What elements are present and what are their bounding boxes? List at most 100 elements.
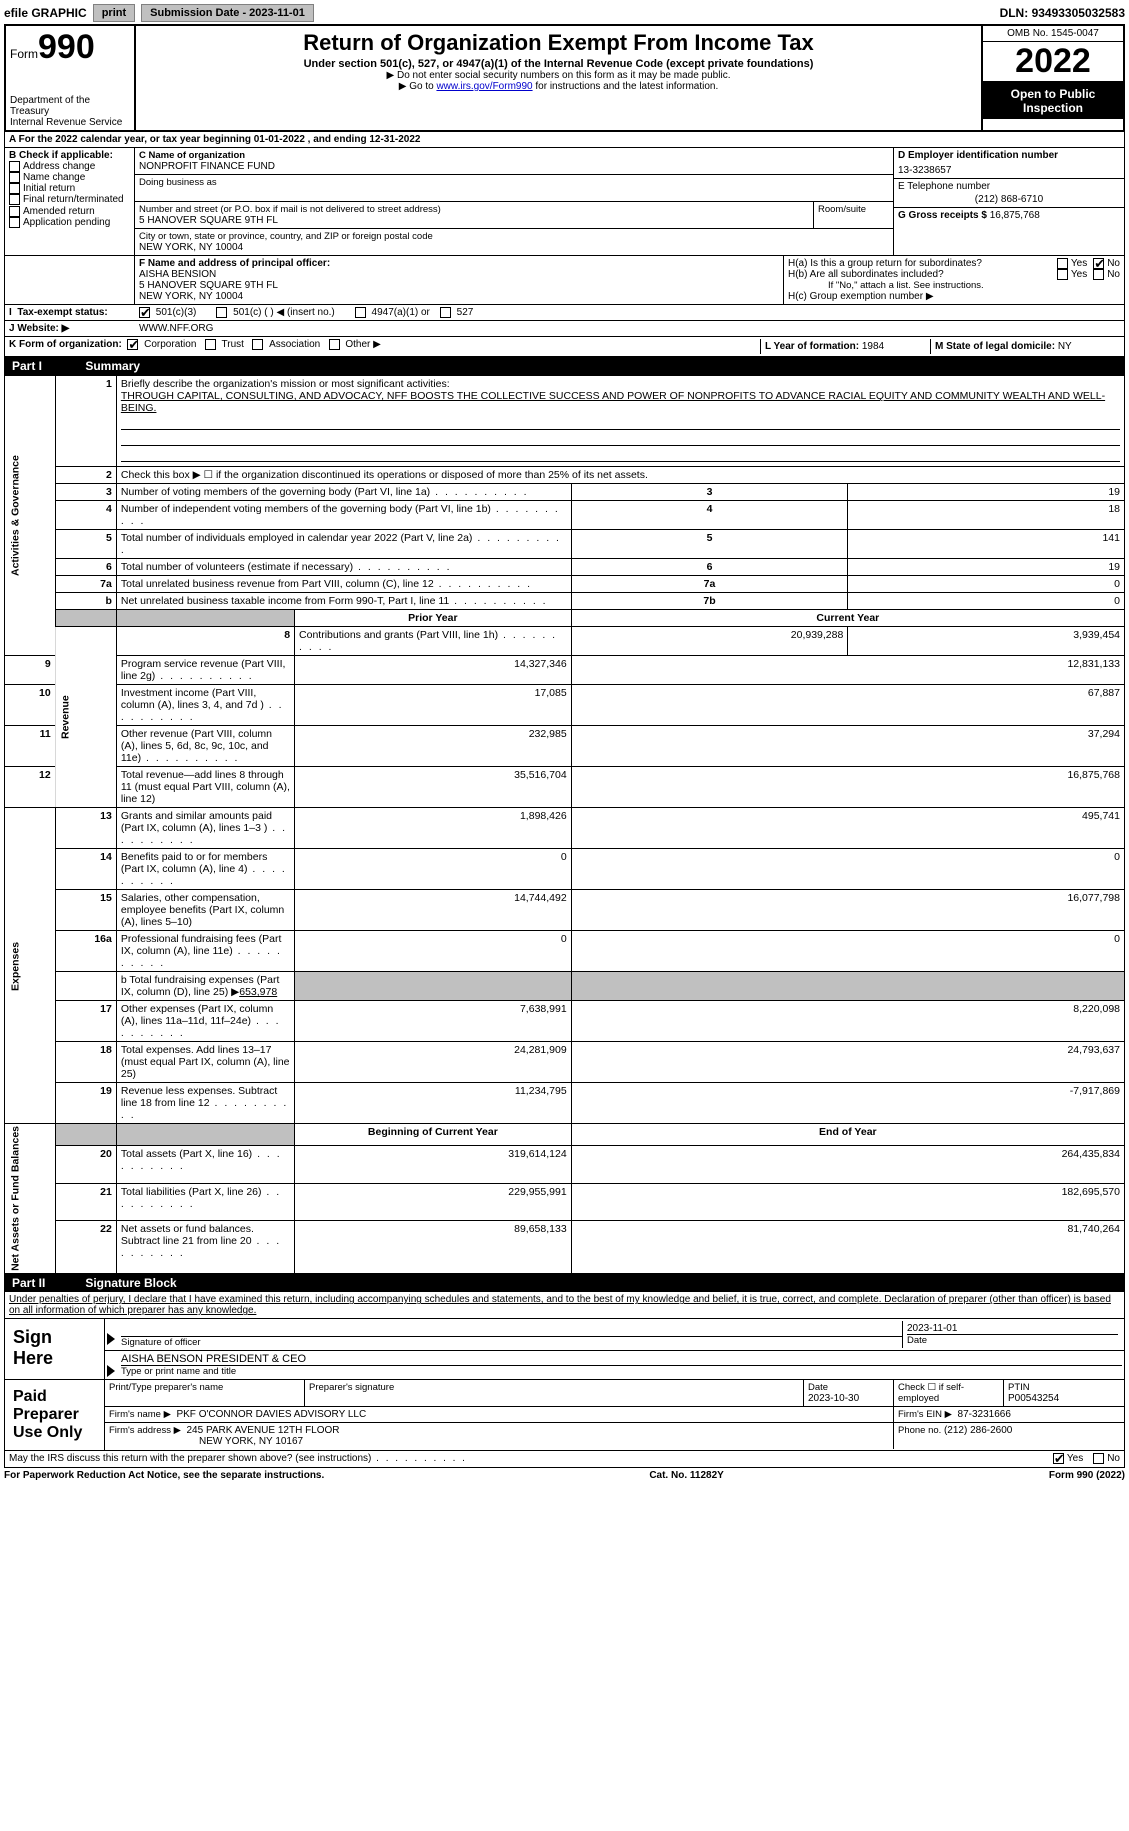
form-title: Return of Organization Exempt From Incom…: [144, 30, 973, 56]
table-row: 12Total revenue—add lines 8 through 11 (…: [5, 767, 1125, 808]
check-self-employed[interactable]: Check ☐ if self-employed: [894, 1380, 1004, 1406]
form-note2: ▶ Go to www.irs.gov/Form990 for instruct…: [144, 81, 973, 92]
form-word: Form: [10, 47, 38, 61]
discuss-yes[interactable]: Yes: [1053, 1453, 1083, 1464]
hb-yes[interactable]: Yes: [1057, 269, 1087, 280]
street-label: Number and street (or P.O. box if mail i…: [139, 204, 809, 215]
box-j-label: J Website: ▶: [9, 323, 139, 334]
footer-left: For Paperwork Reduction Act Notice, see …: [4, 1470, 324, 1481]
side-activities: Activities & Governance: [5, 376, 56, 656]
hb-label: H(b) Are all subordinates included?: [788, 269, 1057, 280]
irs-link[interactable]: www.irs.gov/Form990: [436, 81, 532, 92]
street-value: 5 HANOVER SQUARE 9TH FL: [139, 215, 809, 226]
city-value: NEW YORK, NY 10004: [139, 242, 889, 253]
discuss-row: May the IRS discuss this return with the…: [4, 1451, 1125, 1467]
table-row: 14Benefits paid to or for members (Part …: [5, 849, 1125, 890]
form-subtitle: Under section 501(c), 527, or 4947(a)(1)…: [144, 58, 973, 70]
chk-4947[interactable]: 4947(a)(1) or: [355, 307, 430, 318]
table-row: 4Number of independent voting members of…: [5, 501, 1125, 530]
part1-header: Part I Summary: [4, 357, 1125, 375]
table-row: 3Number of voting members of the governi…: [5, 484, 1125, 501]
date-label: Date: [907, 1335, 1118, 1346]
ptin-label: PTIN: [1008, 1382, 1120, 1393]
prep-date: 2023-10-30: [808, 1393, 889, 1404]
sign-here-block: Sign Here Signature of officer 2023-11-0…: [4, 1318, 1125, 1380]
prep-date-label: Date: [808, 1382, 889, 1393]
officer-name: AISHA BENSION: [139, 269, 779, 280]
chk-corp[interactable]: [127, 339, 138, 350]
ha-yes[interactable]: Yes: [1057, 258, 1087, 269]
dln: DLN: 93493305032583: [1000, 6, 1125, 20]
ein-value: 13-3238657: [898, 165, 1120, 176]
officer-addr1: 5 HANOVER SQUARE 9TH FL: [139, 280, 779, 291]
table-row: 6Total number of volunteers (estimate if…: [5, 559, 1125, 576]
sign-here-label: Sign Here: [5, 1319, 105, 1379]
footer-mid: Cat. No. 11282Y: [649, 1470, 723, 1481]
period-row: A For the 2022 calendar year, or tax yea…: [4, 132, 1125, 148]
table-row: 15Salaries, other compensation, employee…: [5, 890, 1125, 931]
chk-initial-return[interactable]: Initial return: [9, 183, 130, 194]
open-public-badge: Open to Public Inspection: [983, 83, 1123, 119]
gross-receipts: 16,875,768: [990, 210, 1040, 221]
summary-table: Activities & Governance 1 Briefly descri…: [4, 375, 1125, 1274]
chk-application-pending[interactable]: Application pending: [9, 217, 130, 228]
line2-text: Check this box ▶ ☐ if the organization d…: [116, 467, 1124, 484]
efile-label: efile GRAPHIC: [4, 6, 87, 20]
footer: For Paperwork Reduction Act Notice, see …: [4, 1470, 1125, 1481]
table-row: 22Net assets or fund balances. Subtract …: [5, 1221, 1125, 1274]
firm-phone-label: Phone no.: [898, 1425, 944, 1436]
dba-label: Doing business as: [139, 177, 889, 188]
tax-exempt-row: I Tax-exempt status: 501(c)(3) 501(c) ( …: [4, 305, 1125, 321]
box-c-name-label: C Name of organization: [139, 150, 889, 161]
officer-addr2: NEW YORK, NY 10004: [139, 291, 779, 302]
hb-note: If "No," attach a list. See instructions…: [828, 280, 1120, 291]
irs-label: Internal Revenue Service: [10, 117, 130, 128]
print-button[interactable]: print: [93, 4, 135, 22]
firm-addr-label: Firm's address ▶: [109, 1425, 181, 1436]
box-g-label: G Gross receipts $: [898, 210, 990, 221]
website-value: WWW.NFF.ORG: [139, 323, 213, 334]
tax-year: 2022: [983, 42, 1123, 83]
org-name: NONPROFIT FINANCE FUND: [139, 161, 889, 172]
part2-header: Part II Signature Block: [4, 1274, 1125, 1292]
chk-527[interactable]: 527: [440, 307, 473, 318]
chk-trust[interactable]: [205, 339, 216, 350]
form-header: Form990 Department of the Treasury Inter…: [4, 24, 1125, 132]
firm-phone: (212) 286-2600: [944, 1425, 1012, 1436]
jurat-text: Under penalties of perjury, I declare th…: [4, 1292, 1125, 1318]
chk-assoc[interactable]: [252, 339, 263, 350]
chk-501c3[interactable]: 501(c)(3): [139, 307, 196, 318]
chk-address-change[interactable]: Address change: [9, 161, 130, 172]
entity-block: B Check if applicable: Address change Na…: [4, 148, 1125, 256]
sub-date-value: 2023-11-01: [249, 7, 305, 19]
ha-no[interactable]: No: [1093, 258, 1120, 269]
sig-date: 2023-11-01: [907, 1323, 1118, 1335]
chk-final-return[interactable]: Final return/terminated: [9, 194, 130, 205]
city-label: City or town, state or province, country…: [139, 231, 889, 242]
form-org-row: K Form of organization: Corporation Trus…: [4, 337, 1125, 357]
side-revenue: Revenue: [55, 627, 116, 808]
table-row: 9Program service revenue (Part VIII, lin…: [5, 656, 1125, 685]
hb-no[interactable]: No: [1093, 269, 1120, 280]
ptin-value: P00543254: [1008, 1393, 1120, 1404]
table-row: 18Total expenses. Add lines 13–17 (must …: [5, 1042, 1125, 1083]
top-bar: efile GRAPHIC print Submission Date - 20…: [4, 4, 1125, 22]
submission-date-box: Submission Date - 2023-11-01: [141, 4, 314, 22]
prep-sig-label: Preparer's signature: [309, 1382, 799, 1393]
hc-label: H(c) Group exemption number ▶: [788, 291, 1120, 302]
type-name-label: Type or print name and title: [121, 1366, 1122, 1377]
discuss-no[interactable]: No: [1093, 1453, 1120, 1464]
line1-label: Briefly describe the organization's miss…: [121, 378, 450, 390]
side-netassets: Net Assets or Fund Balances: [5, 1124, 56, 1274]
chk-501c[interactable]: 501(c) ( ) ◀ (insert no.): [216, 307, 334, 318]
firm-addr1: 245 PARK AVENUE 12TH FLOOR: [187, 1425, 340, 1436]
chk-name-change[interactable]: Name change: [9, 172, 130, 183]
chk-other[interactable]: [329, 339, 340, 350]
table-row: 19Revenue less expenses. Subtract line 1…: [5, 1083, 1125, 1124]
print-name-label: Print/Type preparer's name: [109, 1382, 300, 1393]
chk-amended-return[interactable]: Amended return: [9, 206, 130, 217]
officer-typed-name: AISHA BENSON PRESIDENT & CEO: [121, 1353, 1122, 1366]
state-domicile: NY: [1058, 341, 1072, 352]
arrow-icon: [107, 1365, 115, 1377]
form-number: 990: [38, 28, 95, 66]
